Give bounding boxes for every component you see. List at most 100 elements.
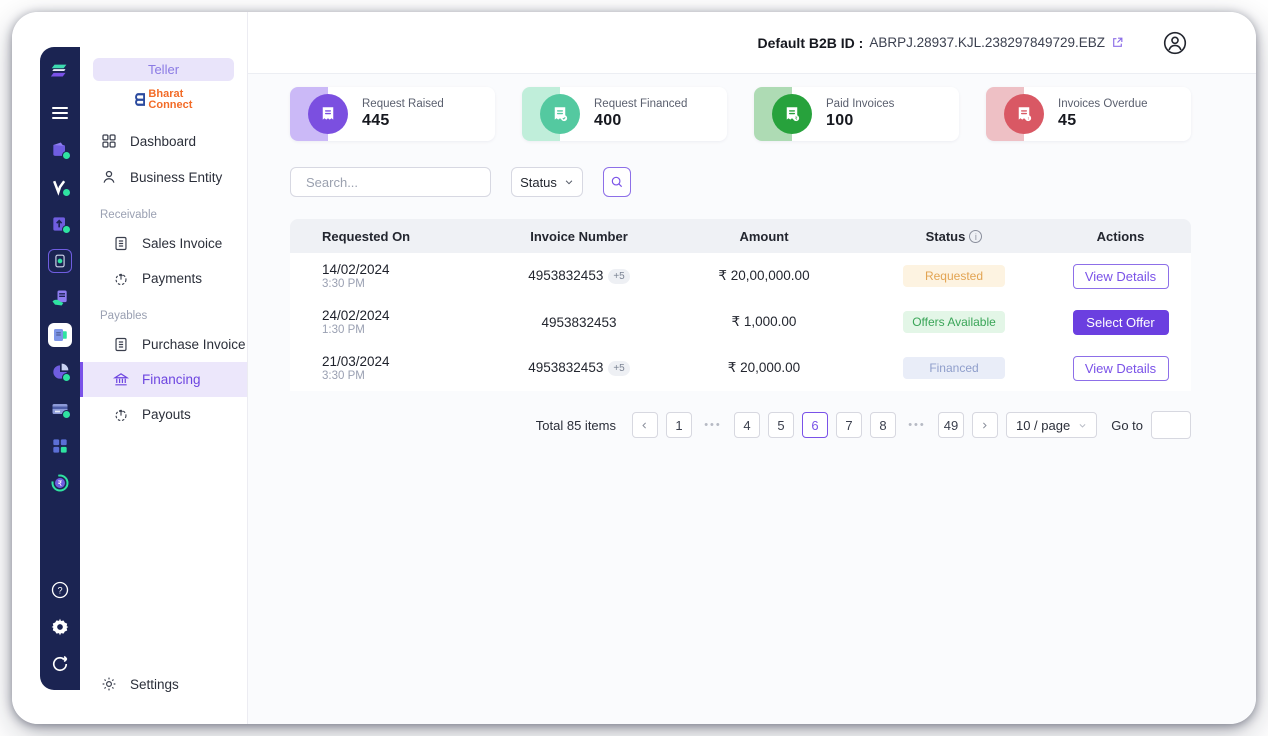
receipt-icon <box>308 94 348 134</box>
table-row: 14/02/2024 3:30 PM 4953832453 +5 ₹ 20,00,0… <box>290 253 1191 299</box>
financing-table: Requested On Invoice Number Amount Statu… <box>290 219 1191 391</box>
pie-chart-icon[interactable] <box>48 360 72 384</box>
page-button-49[interactable]: 49 <box>937 412 964 438</box>
row-date: 24/02/2024 <box>322 308 390 323</box>
section-receivable: Receivable <box>100 209 157 221</box>
sidebar-item-settings[interactable]: Settings <box>80 666 247 702</box>
total-items-label: Total 85 items <box>535 417 616 433</box>
stat-value: 45 <box>1058 112 1077 129</box>
search-button[interactable] <box>603 167 631 197</box>
globe-rupee-icon[interactable]: ₹ <box>48 471 72 495</box>
page-button-4[interactable]: 4 <box>733 412 760 438</box>
page-button-5[interactable]: 5 <box>767 412 794 438</box>
menu-icon[interactable] <box>48 101 72 125</box>
sidebar-item-payments[interactable]: Payments <box>80 261 247 296</box>
receipt-overdue-icon: ! <box>1004 94 1044 134</box>
vendors-icon[interactable] <box>48 175 72 199</box>
page-size-dropdown[interactable]: 10 / page <box>1005 412 1098 438</box>
ellipsis: ••• <box>704 419 722 431</box>
b2b-id-label: Default B2B ID : <box>757 34 864 51</box>
b2b-id: Default B2B ID : ABRPJ.28937.KJL.2382978… <box>758 35 1124 51</box>
sidebar-item-dashboard[interactable]: Dashboard <box>80 123 247 159</box>
col-amount: Amount <box>739 228 789 244</box>
invoice-icon <box>115 236 127 251</box>
settings-filled-icon[interactable] <box>48 615 72 639</box>
receipt-check-icon <box>540 94 580 134</box>
select-offer-button[interactable]: Select Offer <box>1072 309 1169 335</box>
status-badge: Requested <box>903 265 1005 287</box>
icon-rail: ₹ ? <box>40 47 80 690</box>
prev-page-button[interactable] <box>631 412 658 438</box>
card-upload-icon[interactable] <box>48 212 72 236</box>
ellipsis: ••• <box>908 419 926 431</box>
gear-icon <box>102 677 116 691</box>
external-link-icon[interactable] <box>1111 36 1124 49</box>
person-icon <box>103 170 115 183</box>
row-time: 1:30 PM <box>322 324 365 336</box>
page-button-6-active[interactable]: 6 <box>801 412 828 438</box>
app-logo-icon <box>48 59 72 83</box>
view-details-button[interactable]: View Details <box>1072 355 1169 381</box>
invoice-hand-icon[interactable] <box>48 286 72 310</box>
col-requested-on: Requested On <box>322 228 411 244</box>
bank-icon <box>112 373 130 386</box>
sidebar-item-payouts[interactable]: Payouts <box>80 397 247 432</box>
goto-page-input[interactable] <box>1151 411 1191 439</box>
page-button-7[interactable]: 7 <box>835 412 862 438</box>
row-invoice: 4953832453 +5 <box>488 268 670 284</box>
view-details-button[interactable]: View Details <box>1072 263 1169 289</box>
stat-label: Invoices Overdue <box>1058 98 1148 110</box>
invoice-extra-badge[interactable]: +5 <box>608 269 630 284</box>
status-badge: Offers Available <box>903 311 1005 333</box>
search-input[interactable] <box>306 174 482 190</box>
help-icon[interactable]: ? <box>48 578 72 602</box>
row-date: 14/02/2024 <box>322 262 390 277</box>
stat-card-request-financed: Request Financed 400 <box>522 87 727 141</box>
invoice-extra-badge[interactable]: +5 <box>608 361 630 376</box>
row-amount: ₹ 1,000.00 <box>731 314 797 329</box>
table-row: 21/03/2024 3:30 PM 4953832453 +5 ₹ 20,000.… <box>290 345 1191 391</box>
filter-bar: Status <box>290 167 1191 197</box>
mobile-pay-icon[interactable] <box>48 249 72 273</box>
invoice-icon <box>115 337 127 352</box>
row-invoice: 4953832453 <box>541 314 617 330</box>
stat-label: Request Financed <box>594 98 688 110</box>
payment-card-icon[interactable] <box>48 397 72 421</box>
receipt-paid-icon: ₹ <box>772 94 812 134</box>
col-actions: Actions <box>1096 228 1145 244</box>
page-button-8[interactable]: 8 <box>869 412 896 438</box>
stat-card-invoices-overdue: ! Invoices Overdue 45 <box>986 87 1191 141</box>
pagination: Total 85 items 1 ••• 4 5 6 7 8 ••• 49 10… <box>290 411 1191 439</box>
brand-mark-icon: ᗺ <box>134 90 146 110</box>
row-amount: ₹ 20,00,000.00 <box>718 268 810 283</box>
stat-cards: Request Raised 445 Request Financed 400 ₹ … <box>290 87 1191 141</box>
sidebar-item-financing[interactable]: Financing <box>80 362 247 397</box>
apps-grid-icon[interactable] <box>48 434 72 458</box>
sidebar-item-business-entity[interactable]: Business Entity <box>80 159 247 195</box>
wallet-icon[interactable] <box>48 138 72 162</box>
status-badge: Financed <box>903 357 1005 379</box>
topbar: Default B2B ID : ABRPJ.28937.KJL.2382978… <box>248 12 1256 74</box>
chevron-down-icon <box>565 180 573 185</box>
page-button-1[interactable]: 1 <box>665 412 692 438</box>
row-time: 3:30 PM <box>322 278 365 290</box>
next-page-button[interactable] <box>971 412 998 438</box>
sidebar-item-sales-invoice[interactable]: Sales Invoice <box>80 226 247 261</box>
dashboard-icon <box>102 134 116 148</box>
content: Request Raised 445 Request Financed 400 ₹ … <box>248 74 1256 724</box>
sidebar-item-purchase-invoice[interactable]: Purchase Invoice <box>80 327 247 362</box>
chevron-down-icon <box>1079 423 1086 428</box>
logout-icon[interactable] <box>48 652 72 676</box>
stat-card-request-raised: Request Raised 445 <box>290 87 495 141</box>
row-time: 3:30 PM <box>322 370 365 382</box>
purchase-active-icon[interactable] <box>48 323 72 347</box>
profile-icon[interactable] <box>1162 30 1188 56</box>
status-dropdown[interactable]: Status <box>511 167 583 197</box>
app-window: ₹ ? Teller ᗺ Bharat Connect Dashboard <box>12 12 1256 724</box>
info-icon[interactable]: i <box>969 229 983 243</box>
svg-text:!: ! <box>1027 116 1028 122</box>
sidebar: Teller ᗺ Bharat Connect Dashboard Busines… <box>80 12 248 724</box>
stat-label: Paid Invoices <box>826 98 895 110</box>
teller-button[interactable]: Teller <box>93 58 234 81</box>
icon-rail-wrap: ₹ ? <box>12 12 80 724</box>
